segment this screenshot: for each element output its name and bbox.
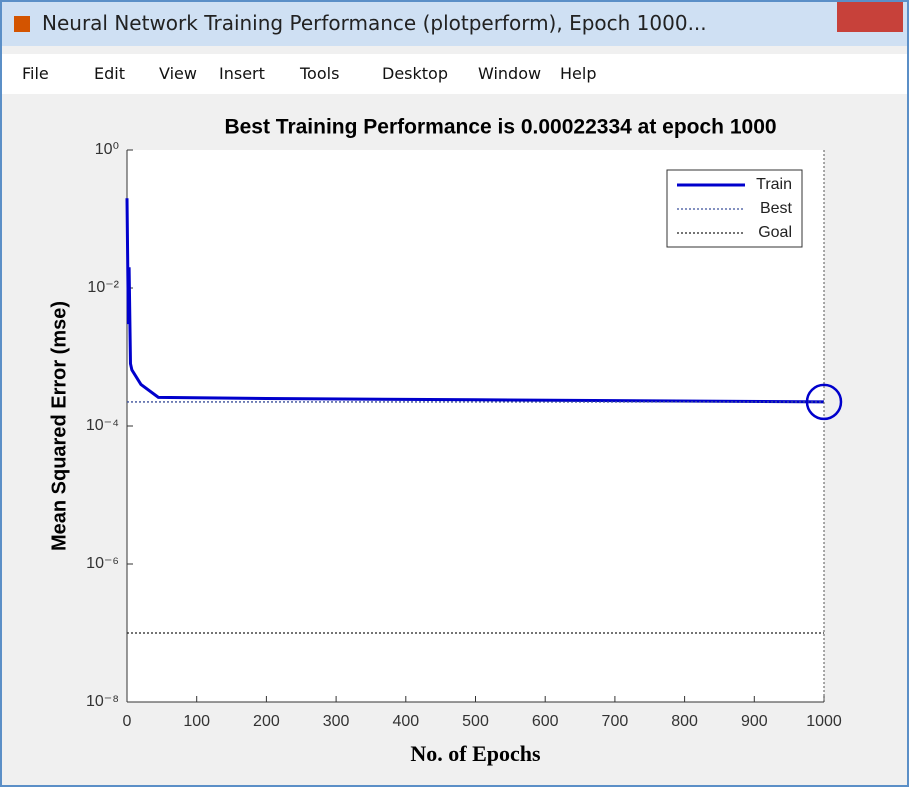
menu-item[interactable]: Desktop	[382, 64, 448, 83]
legend-label: Goal	[758, 224, 792, 241]
menu-bar: File Edit View Insert Tools Desktop Window Help	[2, 54, 907, 94]
menu-item[interactable]: File	[22, 64, 49, 83]
menu-item[interactable]: Edit	[94, 64, 125, 83]
x-tick-label: 600	[532, 713, 559, 730]
menu-item[interactable]: View	[159, 64, 197, 83]
x-tick-label: 400	[392, 713, 419, 730]
x-axis-label: No. of Epochs	[410, 741, 541, 766]
x-tick-label: 700	[602, 713, 629, 730]
x-tick-label: 300	[323, 713, 350, 730]
x-tick-label: 0	[123, 713, 132, 730]
x-tick-label: 100	[183, 713, 210, 730]
y-tick-label: 10⁻²	[87, 279, 119, 296]
y-axis-label: Mean Squared Error (mse)	[48, 301, 70, 551]
chart: Best Training Performance is 0.00022334 …	[2, 94, 907, 784]
x-tick-label: 900	[741, 713, 768, 730]
x-tick-label: 1000	[806, 713, 842, 730]
title-bar: Neural Network Training Performance (plo…	[2, 2, 907, 46]
y-tick-label: 10⁰	[95, 141, 119, 158]
menu-item[interactable]: Tools	[300, 64, 339, 83]
chart-title: Best Training Performance is 0.00022334 …	[224, 116, 776, 139]
x-tick-label: 500	[462, 713, 489, 730]
menu-item[interactable]: Help	[560, 64, 596, 83]
menu-item[interactable]: Window	[478, 64, 541, 83]
y-tick-label: 10⁻⁴	[86, 417, 119, 434]
y-tick-label: 10⁻⁸	[86, 693, 119, 710]
y-tick-label: 10⁻⁶	[86, 555, 119, 572]
close-button[interactable]	[837, 2, 903, 32]
window: Neural Network Training Performance (plo…	[0, 0, 909, 787]
app-icon	[14, 16, 30, 32]
x-tick-label: 200	[253, 713, 280, 730]
legend-label: Best	[760, 200, 793, 217]
legend-label: Train	[756, 176, 792, 193]
window-title: Neural Network Training Performance (plo…	[42, 11, 707, 35]
menu-item[interactable]: Insert	[219, 64, 265, 83]
x-tick-label: 800	[671, 713, 698, 730]
